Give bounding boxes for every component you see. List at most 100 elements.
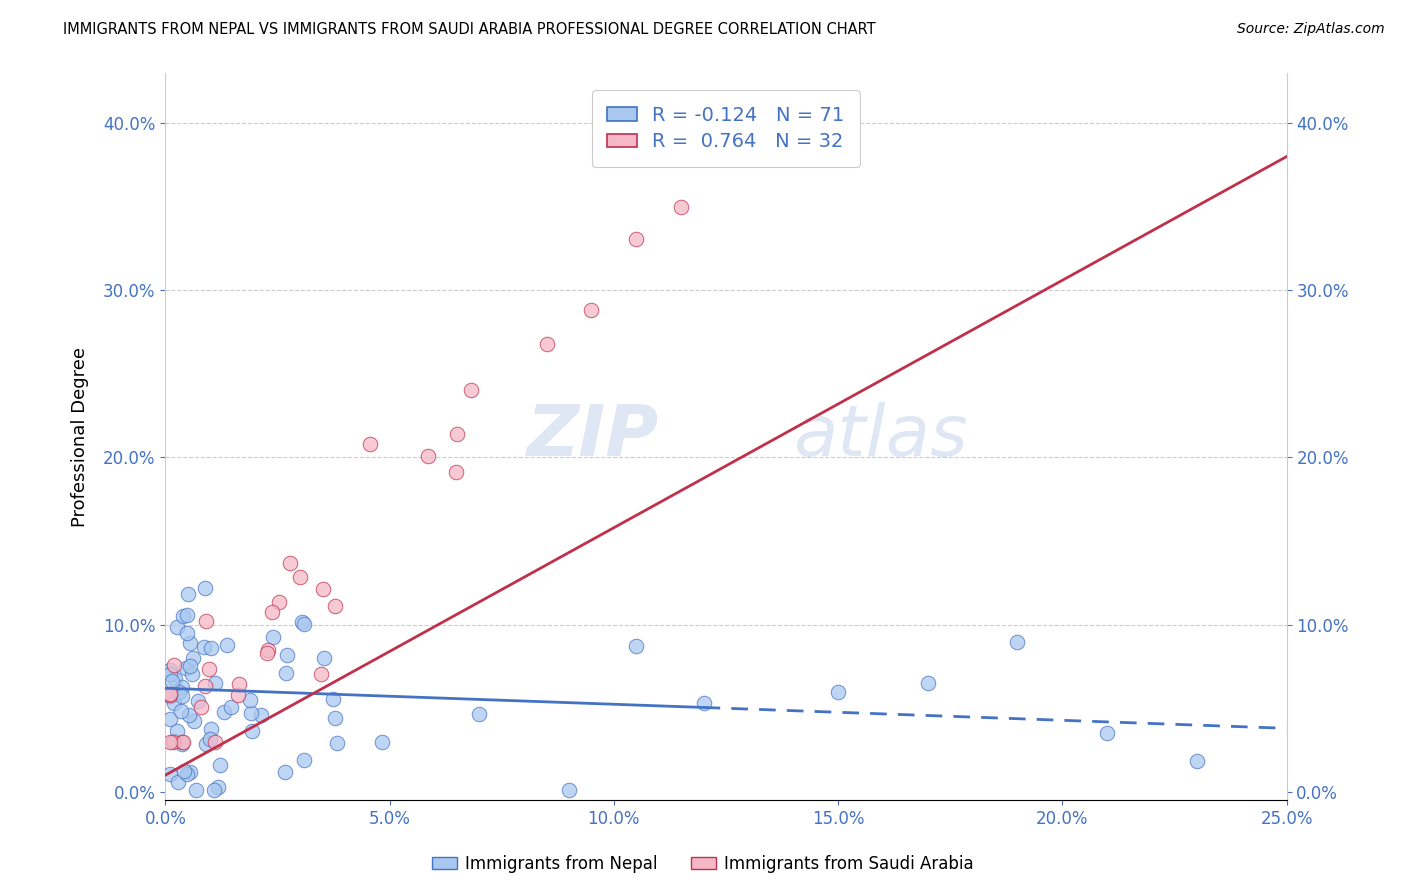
Text: Source: ZipAtlas.com: Source: ZipAtlas.com: [1237, 22, 1385, 37]
Point: [181, 666, 204, 681]
Point: [159, 688, 181, 702]
Point: [274, 666, 297, 681]
Point: [163, 697, 186, 711]
Point: [177, 708, 200, 723]
Point: [181, 651, 204, 665]
Point: [626, 639, 648, 653]
Point: [204, 735, 226, 749]
Point: [292, 616, 315, 631]
Point: [269, 595, 291, 609]
Point: [273, 764, 295, 779]
Point: [291, 615, 314, 629]
Point: [250, 707, 273, 722]
Point: [292, 753, 315, 767]
Point: [166, 620, 188, 634]
Point: [162, 674, 184, 689]
Point: [226, 688, 249, 702]
Point: [219, 700, 242, 714]
Point: [163, 657, 186, 672]
Point: [446, 426, 468, 441]
Point: [240, 706, 263, 721]
Point: [190, 700, 212, 714]
Point: [692, 696, 714, 710]
Point: [581, 302, 603, 317]
Point: [162, 735, 184, 749]
Point: [170, 690, 193, 704]
Point: [193, 640, 215, 655]
Point: [172, 735, 194, 749]
Point: [257, 643, 280, 657]
Point: [167, 685, 190, 699]
Point: [162, 734, 184, 748]
Point: [1095, 726, 1118, 740]
Point: [558, 783, 581, 797]
Point: [195, 615, 218, 629]
Point: [200, 732, 222, 747]
Point: [322, 692, 344, 706]
Point: [204, 676, 226, 690]
Point: [184, 783, 207, 797]
Text: atlas: atlas: [793, 402, 967, 471]
Point: [159, 767, 181, 781]
Point: [176, 626, 198, 640]
Point: [197, 662, 219, 676]
Point: [418, 449, 440, 463]
Point: [200, 722, 222, 736]
Point: [326, 736, 349, 750]
Point: [370, 735, 392, 749]
Point: [312, 650, 335, 665]
Point: [207, 780, 229, 794]
Point: [309, 667, 332, 681]
Point: [179, 659, 201, 673]
Text: ZIP: ZIP: [526, 402, 658, 471]
Point: [177, 587, 200, 601]
Point: [159, 712, 181, 726]
Point: [202, 783, 225, 797]
Point: [312, 582, 335, 596]
Point: [917, 676, 939, 690]
Point: [278, 556, 301, 570]
Point: [669, 200, 692, 214]
Point: [359, 437, 381, 451]
Point: [159, 689, 181, 703]
Point: [1185, 755, 1208, 769]
Point: [1007, 635, 1029, 649]
Text: IMMIGRANTS FROM NEPAL VS IMMIGRANTS FROM SAUDI ARABIA PROFESSIONAL DEGREE CORREL: IMMIGRANTS FROM NEPAL VS IMMIGRANTS FROM…: [63, 22, 876, 37]
Legend: Immigrants from Nepal, Immigrants from Saudi Arabia: Immigrants from Nepal, Immigrants from S…: [425, 848, 981, 880]
Point: [626, 232, 648, 246]
Point: [159, 663, 181, 677]
Point: [228, 677, 250, 691]
Point: [468, 707, 491, 722]
Y-axis label: Professional Degree: Professional Degree: [72, 347, 89, 526]
Point: [239, 693, 262, 707]
Point: [159, 735, 181, 749]
Point: [176, 608, 198, 623]
Point: [256, 647, 278, 661]
Point: [194, 581, 217, 595]
Point: [176, 767, 198, 781]
Point: [179, 636, 201, 650]
Point: [179, 764, 201, 779]
Point: [166, 724, 188, 739]
Point: [276, 648, 298, 662]
Point: [290, 570, 312, 584]
Point: [323, 599, 346, 614]
Point: [200, 641, 222, 656]
Point: [536, 337, 558, 351]
Point: [262, 630, 284, 644]
Point: [166, 774, 188, 789]
Point: [163, 672, 186, 686]
Legend: R = -0.124   N = 71, R =  0.764   N = 32: R = -0.124 N = 71, R = 0.764 N = 32: [592, 90, 860, 167]
Point: [159, 666, 181, 681]
Point: [187, 694, 209, 708]
Point: [183, 714, 205, 729]
Point: [208, 757, 231, 772]
Point: [170, 737, 193, 751]
Point: [159, 687, 181, 701]
Point: [260, 605, 283, 619]
Point: [170, 681, 193, 695]
Point: [827, 685, 849, 699]
Point: [460, 384, 482, 398]
Point: [323, 710, 346, 724]
Point: [194, 679, 217, 693]
